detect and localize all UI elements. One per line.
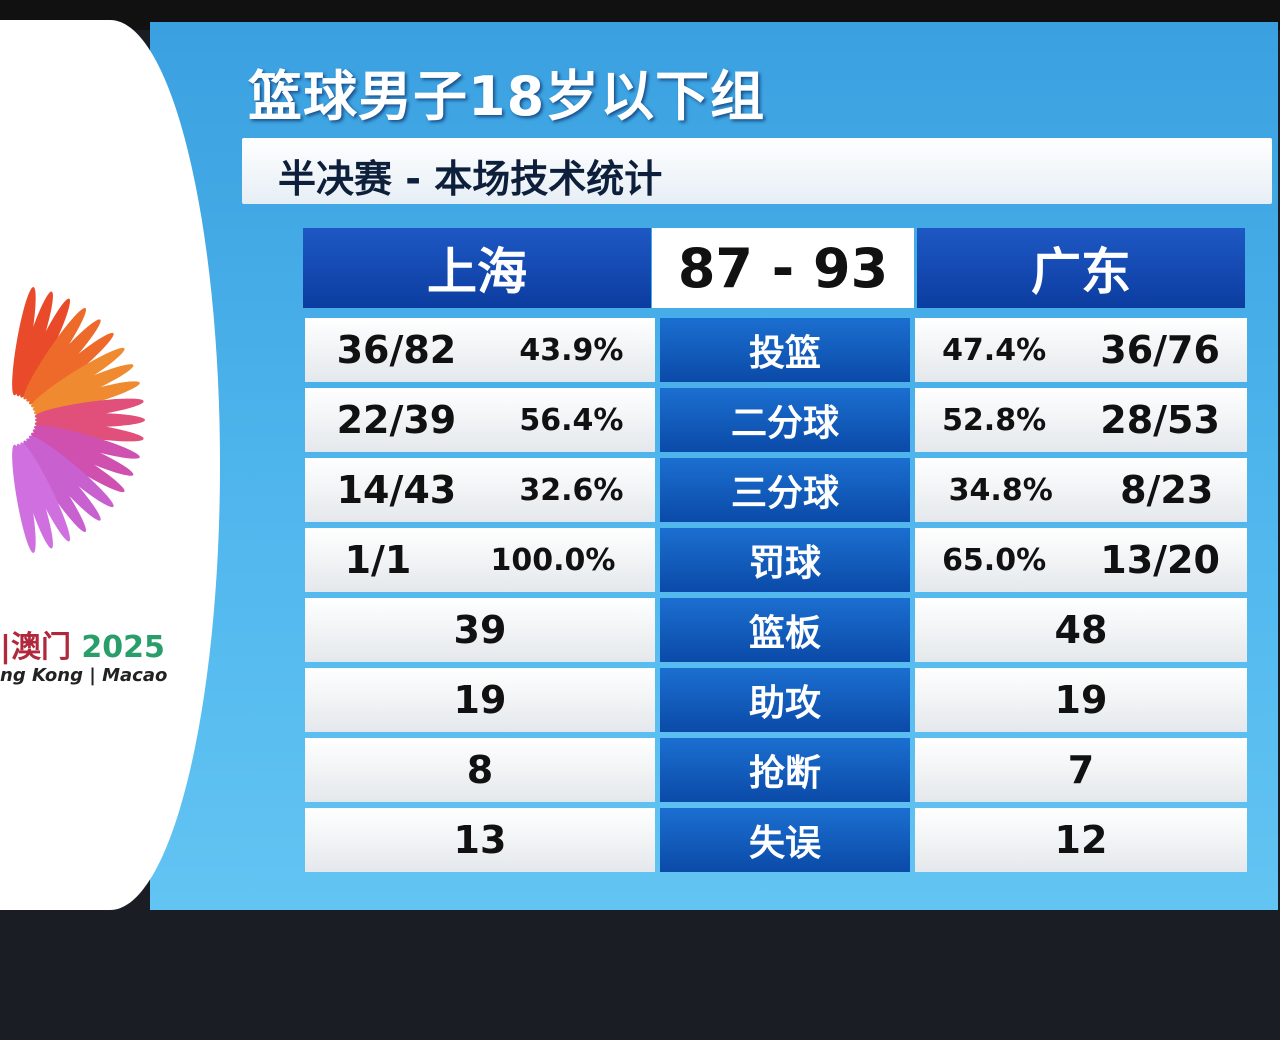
away-stat: 52.8% 28/53 (915, 388, 1247, 452)
logo-petal (26, 438, 101, 521)
home-percentage: 100.0% (490, 542, 616, 578)
logo-petal (31, 347, 125, 408)
logo-petal (33, 425, 140, 459)
home-made-attempted: 22/39 (336, 398, 457, 442)
logo-petal (20, 298, 71, 398)
score: 87 - 93 (652, 228, 914, 308)
logo-petal (16, 443, 53, 549)
away-stat: 48 (915, 598, 1247, 662)
home-stat: 13 (305, 808, 655, 872)
stat-label: 失误 (660, 808, 910, 872)
logo-year: 2025 (81, 630, 165, 665)
stat-label: 篮板 (660, 598, 910, 662)
away-stat: 19 (915, 668, 1247, 732)
away-made-attempted: 8/23 (1120, 468, 1214, 512)
away-percentage: 65.0% (942, 542, 1047, 578)
home-stat: 8 (305, 738, 655, 802)
logo-text-en: ng Kong | Macao (0, 665, 168, 686)
page-title: 篮球男子18岁以下组 (248, 65, 766, 128)
logo-petal (20, 442, 71, 542)
home-percentage: 56.4% (519, 402, 624, 438)
home-stat: 22/39 56.4% (305, 388, 655, 452)
away-made-attempted: 28/53 (1100, 398, 1220, 442)
games-logo-emblem (12, 287, 145, 553)
away-percentage: 47.4% (942, 332, 1047, 368)
away-stat: 7 (915, 738, 1247, 802)
home-made-attempted: 36/82 (336, 328, 457, 372)
away-team-name: 广东 (917, 228, 1245, 308)
logo-petal (16, 291, 53, 397)
away-stat: 34.8% 8/23 (915, 458, 1247, 522)
logo-petal (31, 432, 125, 493)
stat-label: 投篮 (660, 318, 910, 382)
logo-petal (32, 364, 134, 411)
logo-text-cn-name: |澳门 (0, 630, 71, 665)
logo-petal (32, 429, 134, 476)
home-percentage: 32.6% (519, 472, 624, 508)
away-made-attempted: 36/76 (1100, 328, 1220, 372)
away-made-attempted: 13/20 (1100, 538, 1220, 582)
home-stat: 36/82 43.9% (305, 318, 655, 382)
logo-petal (34, 420, 144, 442)
stat-label: 抢断 (660, 738, 910, 802)
home-made-attempted: 14/43 (336, 468, 457, 512)
home-stat: 39 (305, 598, 655, 662)
stat-label: 三分球 (660, 458, 910, 522)
away-percentage: 34.8% (948, 472, 1053, 508)
logo-petal (23, 440, 86, 533)
home-stat: 1/1 100.0% (305, 528, 655, 592)
logo-text-cn: |澳门 2025 (0, 622, 165, 666)
away-stat: 12 (915, 808, 1247, 872)
home-team-name: 上海 (303, 228, 651, 308)
logo-petal (33, 381, 140, 415)
logo-petal (28, 435, 114, 508)
away-percentage: 52.8% (942, 402, 1047, 438)
logo-petal (12, 287, 36, 396)
home-percentage: 43.9% (519, 332, 624, 368)
away-stat: 65.0% 13/20 (915, 528, 1247, 592)
stat-label: 罚球 (660, 528, 910, 592)
subtitle: 半决赛 - 本场技术统计 (278, 157, 663, 201)
home-made-attempted: 1/1 (344, 538, 412, 582)
stat-label: 助攻 (660, 668, 910, 732)
logo-petal (23, 307, 86, 400)
logo-petal (12, 444, 36, 553)
subtitle-bar: 半决赛 - 本场技术统计 (242, 138, 1272, 204)
home-stat: 19 (305, 668, 655, 732)
home-stat: 14/43 32.6% (305, 458, 655, 522)
stat-label: 二分球 (660, 388, 910, 452)
logo-petal (26, 319, 101, 402)
away-stat: 47.4% 36/76 (915, 318, 1247, 382)
logo-petal (28, 332, 114, 405)
